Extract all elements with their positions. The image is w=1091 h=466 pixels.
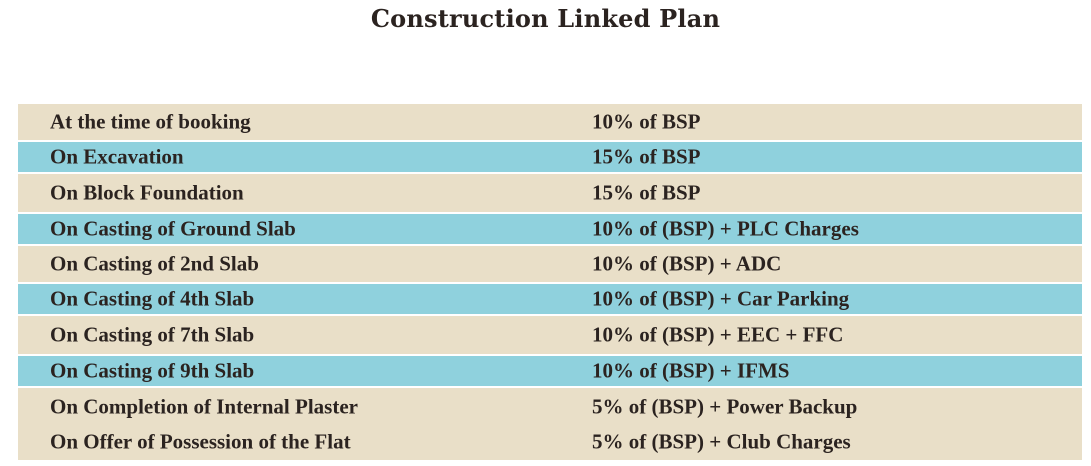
payment-cell: 5% of (BSP) + Club Charges: [592, 429, 851, 454]
page-title: Construction Linked Plan: [370, 4, 721, 33]
stage-cell: At the time of booking: [50, 109, 251, 134]
stage-cell: On Excavation: [50, 144, 184, 169]
payment-cell: 10% of (BSP) + EEC + FFC: [592, 322, 844, 347]
payment-cell: 10% of (BSP) + Car Parking: [592, 286, 850, 311]
table-row: On Block Foundation 15% of BSP: [18, 174, 1082, 212]
stage-cell: On Casting of Ground Slab: [50, 216, 296, 241]
table-row: On Excavation 15% of BSP: [18, 142, 1082, 172]
table-row: On Casting of Ground Slab 10% of (BSP) +…: [18, 214, 1082, 244]
payment-cell: 10% of BSP: [592, 109, 701, 134]
table-row: At the time of booking 10% of BSP: [18, 104, 1082, 140]
stage-cell: On Casting of 7th Slab: [50, 322, 255, 347]
table-row: On Casting of 4th Slab 10% of (BSP) + Ca…: [18, 284, 1082, 314]
stage-cell: On Casting of 2nd Slab: [50, 251, 259, 276]
payment-cell: 10% of (BSP) + IFMS: [592, 358, 790, 383]
stage-cell: On Block Foundation: [50, 180, 244, 205]
payment-cell: 10% of (BSP) + ADC: [592, 251, 782, 276]
stage-cell: On Casting of 4th Slab: [50, 286, 255, 311]
payment-plan-table: At the time of booking 10% of BSP On Exc…: [18, 104, 1082, 460]
table-row: On Casting of 7th Slab 10% of (BSP) + EE…: [18, 316, 1082, 354]
table-row: On Offer of Possession of the Flat 5% of…: [18, 424, 1082, 460]
table-row-group: On Completion of Internal Plaster 5% of …: [18, 388, 1082, 460]
stage-cell: On Casting of 9th Slab: [50, 358, 255, 383]
table-row: On Completion of Internal Plaster 5% of …: [18, 388, 1082, 426]
payment-cell: 10% of (BSP) + PLC Charges: [592, 216, 859, 241]
payment-cell: 15% of BSP: [592, 144, 701, 169]
stage-cell: On Completion of Internal Plaster: [50, 394, 358, 419]
payment-cell: 15% of BSP: [592, 180, 701, 205]
table-row: On Casting of 9th Slab 10% of (BSP) + IF…: [18, 356, 1082, 386]
table-row: On Casting of 2nd Slab 10% of (BSP) + AD…: [18, 246, 1082, 282]
stage-cell: On Offer of Possession of the Flat: [50, 429, 351, 454]
payment-cell: 5% of (BSP) + Power Backup: [592, 394, 858, 419]
